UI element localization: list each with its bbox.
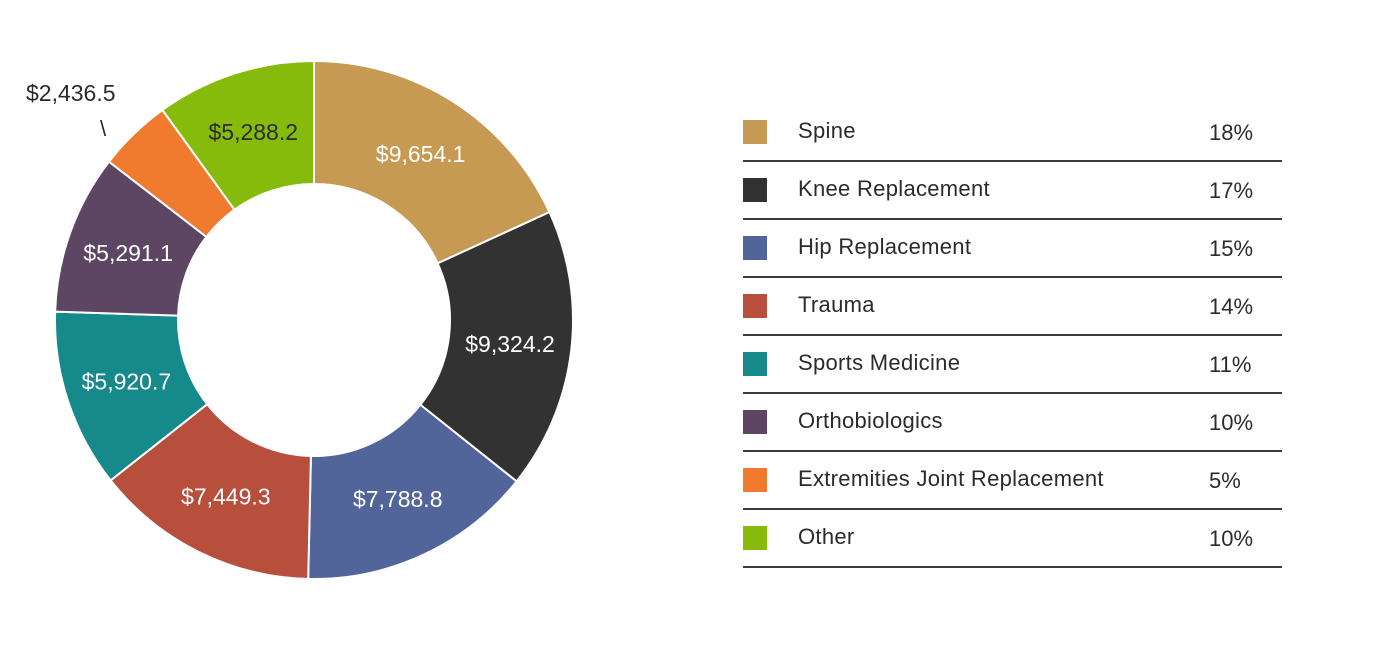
legend-label: Hip Replacement xyxy=(798,234,972,259)
legend-label: Other xyxy=(798,524,855,549)
slice-label-knee-replacement: $9,324.2 xyxy=(465,331,555,357)
legend-swatch xyxy=(743,120,767,144)
slice-spine xyxy=(313,59,551,265)
legend-swatch xyxy=(743,178,767,202)
legend-swatch xyxy=(743,526,767,550)
legend-swatch xyxy=(743,410,767,434)
legend-swatch xyxy=(743,294,767,318)
donut-chart: $9,654.1 $9,324.2 $7,788.8 $7,449.3 $5,920.7… xyxy=(54,59,574,580)
slice-label-other: $5,288.2 xyxy=(209,119,299,145)
legend-percent: 18% xyxy=(1209,120,1254,145)
legend-label: Sports Medicine xyxy=(798,350,961,375)
legend-percent: 10% xyxy=(1209,526,1254,551)
slice-label-hip-replacement: $7,788.8 xyxy=(353,486,443,512)
legend-row-sports-medicine: Sports Medicine 11% xyxy=(743,336,1282,394)
slice-label-extremities-joint-replacement: $2,436.5 xyxy=(26,80,116,106)
legend-swatch xyxy=(743,236,767,260)
legend-swatch xyxy=(743,352,767,376)
legend-percent: 11% xyxy=(1209,352,1252,377)
legend-row-spine: Spine 18% xyxy=(743,104,1282,162)
legend-label: Orthobiologics xyxy=(798,408,943,433)
legend-label: Extremities Joint Replacement xyxy=(798,466,1104,491)
leader-mark: \ xyxy=(100,116,107,141)
legend-row-hip-replacement: Hip Replacement 15% xyxy=(743,220,1282,278)
legend-row-trauma: Trauma 14% xyxy=(743,278,1282,336)
slice-hip-replacement xyxy=(307,403,518,580)
legend: Spine 18% Knee Replacement 17% Hip Replaceme… xyxy=(743,104,1282,568)
legend-label: Spine xyxy=(798,118,856,143)
slice-label-orthobiologics: $5,291.1 xyxy=(83,240,173,266)
legend-row-knee-replacement: Knee Replacement 17% xyxy=(743,162,1282,220)
legend-row-orthobiologics: Orthobiologics 10% xyxy=(743,394,1282,452)
legend-label: Knee Replacement xyxy=(798,176,990,201)
legend-swatch xyxy=(743,468,767,492)
slice-knee-replacement xyxy=(418,210,574,483)
slice-trauma xyxy=(109,402,312,580)
slice-other xyxy=(161,59,315,212)
legend-percent: 17% xyxy=(1209,178,1254,203)
slice-label-spine: $9,654.1 xyxy=(376,141,466,167)
legend-row-extremities-joint-replacement: Extremities Joint Replacement 5% xyxy=(743,452,1282,510)
legend-label: Trauma xyxy=(798,292,875,317)
legend-percent: 14% xyxy=(1209,294,1254,319)
legend-percent: 15% xyxy=(1209,236,1254,261)
legend-percent: 10% xyxy=(1209,410,1254,435)
legend-row-other: Other 10% xyxy=(743,510,1282,568)
slice-label-trauma: $7,449.3 xyxy=(181,484,271,510)
slice-label-sports-medicine: $5,920.7 xyxy=(82,369,172,395)
legend-percent: 5% xyxy=(1209,468,1241,493)
